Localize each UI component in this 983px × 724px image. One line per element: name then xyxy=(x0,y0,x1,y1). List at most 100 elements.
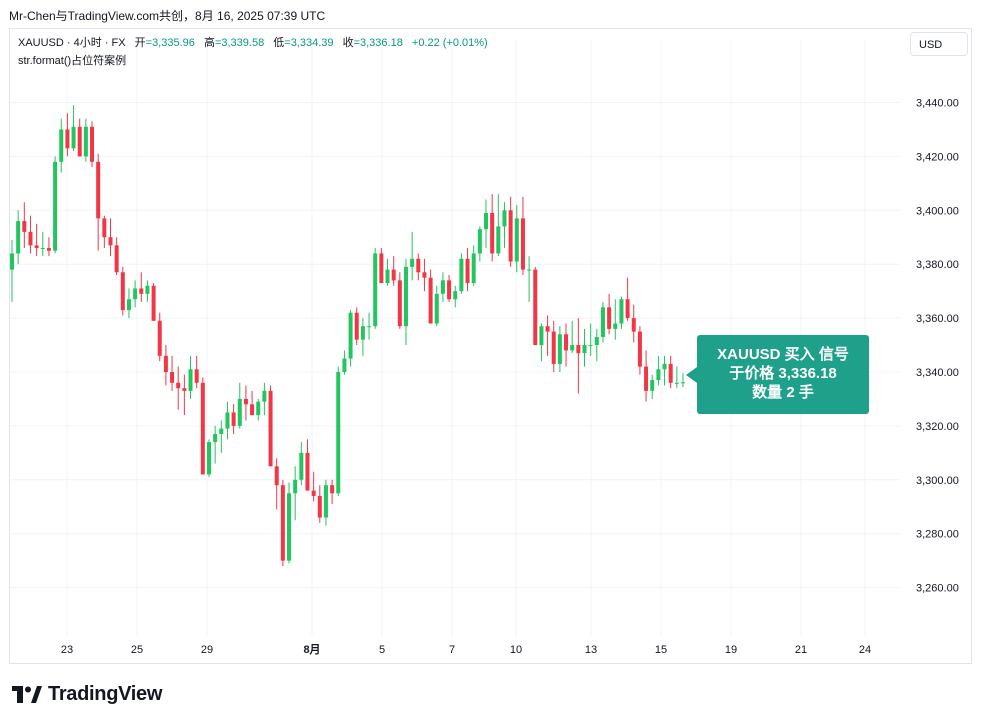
candle xyxy=(10,239,14,302)
candle xyxy=(576,318,581,394)
candle-body xyxy=(631,318,636,332)
candle xyxy=(508,196,513,267)
signal-line-1: XAUUSD 买入 信号 xyxy=(717,346,849,363)
candle-body xyxy=(16,221,21,254)
candle xyxy=(145,280,150,302)
candle xyxy=(471,245,476,286)
signal-line-3: 数量 2 手 xyxy=(752,384,814,401)
candle xyxy=(650,374,655,399)
candle-body xyxy=(619,299,624,324)
candle-body xyxy=(502,210,507,227)
indicator-script-name[interactable]: str.format()占位符案例 xyxy=(18,55,127,67)
signal-line-2: 于价格 3,336.18 xyxy=(729,365,837,382)
candle xyxy=(83,118,88,162)
candle-body xyxy=(447,280,452,300)
candle-body xyxy=(551,331,556,364)
candle xyxy=(293,466,298,521)
candle xyxy=(367,312,372,340)
currency-button[interactable]: USD xyxy=(910,32,968,56)
candle-body xyxy=(151,285,156,321)
candle-body xyxy=(527,269,532,271)
legend-low-value: =3,334.39 xyxy=(284,37,334,49)
candle xyxy=(607,293,612,335)
tradingview-logo[interactable]: TradingView xyxy=(12,683,162,706)
candle-body xyxy=(403,266,408,327)
candle-body xyxy=(594,336,599,346)
candle-body xyxy=(243,398,248,405)
candle-body xyxy=(564,334,569,351)
x-tick-label: 7 xyxy=(449,644,455,656)
candle xyxy=(305,439,310,491)
candle xyxy=(613,299,618,340)
legend-symbol[interactable]: XAUUSD · 4小时 · FX xyxy=(18,37,126,49)
candle xyxy=(631,304,636,343)
candle xyxy=(600,301,605,343)
candle xyxy=(422,258,427,292)
candle xyxy=(582,328,587,367)
candle-body xyxy=(280,485,285,561)
candle xyxy=(502,202,507,249)
candle-body xyxy=(139,288,144,294)
candle xyxy=(176,366,181,410)
candle xyxy=(447,274,452,302)
candle xyxy=(668,355,673,389)
candle-body xyxy=(490,212,495,254)
candle-body xyxy=(22,221,27,232)
candle-body xyxy=(570,345,575,351)
candle xyxy=(496,194,501,257)
candle xyxy=(90,121,95,168)
candle xyxy=(564,323,569,367)
candle-body xyxy=(656,369,661,381)
candle-body xyxy=(311,490,316,496)
candle-body xyxy=(613,323,618,329)
candle xyxy=(256,398,261,421)
candle-body xyxy=(133,288,138,300)
candle-body xyxy=(453,291,458,300)
candle-body xyxy=(582,345,587,354)
y-tick-label: 3,320.00 xyxy=(916,421,959,433)
candle xyxy=(520,196,525,275)
candle xyxy=(317,485,322,523)
candle-body xyxy=(90,126,95,162)
candle-body xyxy=(188,369,193,391)
candle xyxy=(133,280,138,308)
candle xyxy=(65,113,70,157)
candle-body xyxy=(10,253,14,270)
candle-body xyxy=(268,390,273,467)
y-tick-label: 3,280.00 xyxy=(916,529,959,541)
candle xyxy=(151,283,156,321)
y-tick-label: 3,420.00 xyxy=(916,151,959,163)
candle xyxy=(206,439,211,478)
candle-body xyxy=(176,382,181,389)
x-tick-label: 29 xyxy=(201,644,213,656)
candle-body xyxy=(428,277,433,324)
candle-body xyxy=(471,253,476,284)
candle xyxy=(120,266,125,316)
candle-body xyxy=(145,285,150,294)
candle xyxy=(373,248,378,329)
candle-body xyxy=(40,248,45,250)
candle xyxy=(410,231,415,281)
candle-body xyxy=(668,363,673,383)
candle-body xyxy=(367,326,372,328)
candle-body xyxy=(219,428,224,434)
candle xyxy=(360,318,365,356)
candle-body xyxy=(440,280,445,294)
candle xyxy=(391,256,396,286)
y-tick-label: 3,340.00 xyxy=(916,367,959,379)
candle xyxy=(459,253,464,294)
candle-body xyxy=(354,312,359,340)
candle xyxy=(348,310,353,367)
candle xyxy=(539,323,544,362)
candle-body xyxy=(397,280,402,327)
candle xyxy=(262,382,267,416)
tradingview-logo-text: TradingView xyxy=(48,683,163,705)
candle-body xyxy=(96,161,101,219)
candle-body xyxy=(225,412,230,429)
candle-body xyxy=(600,307,605,337)
legend-open-value: =3,335.96 xyxy=(145,37,195,49)
candle xyxy=(182,374,187,416)
candle-body xyxy=(200,382,205,475)
y-tick-label: 3,440.00 xyxy=(916,98,959,110)
